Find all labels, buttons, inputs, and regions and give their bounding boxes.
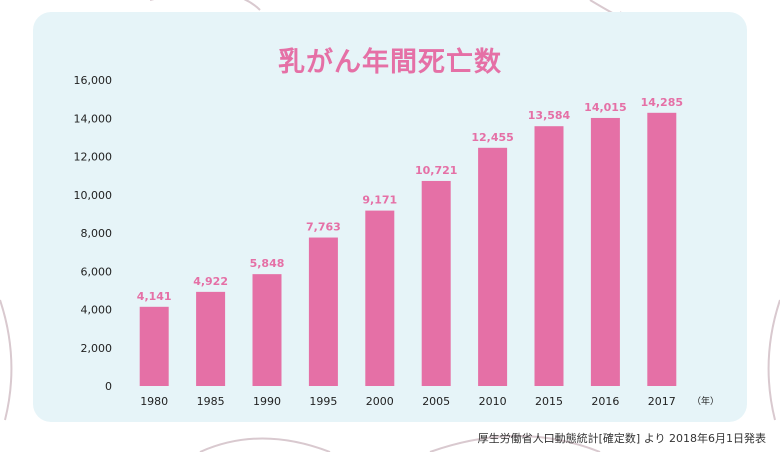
x-tick-label: 1985 (197, 395, 225, 408)
bar-value-label: 4,141 (137, 290, 172, 303)
bar (365, 210, 395, 386)
bar-value-label: 4,922 (193, 275, 228, 288)
x-tick-label: 2016 (591, 395, 619, 408)
bar (590, 117, 620, 386)
bar (478, 147, 508, 386)
bar-value-label: 12,455 (471, 131, 513, 144)
bar (534, 126, 564, 387)
bar-value-label: 5,848 (250, 257, 285, 270)
bar (421, 180, 451, 386)
bar-value-label: 10,721 (415, 164, 457, 177)
x-tick-label: 2005 (422, 395, 450, 408)
x-tick-label: 2010 (479, 395, 507, 408)
y-tick-label: 16,000 (74, 74, 113, 87)
y-tick-label: 8,000 (81, 227, 113, 240)
y-tick-label: 10,000 (74, 189, 113, 202)
x-unit-label: （年） (692, 395, 719, 407)
x-tick-label: 2015 (535, 395, 563, 408)
x-tick-label: 1995 (309, 395, 337, 408)
y-tick-label: 14,000 (74, 112, 113, 125)
x-tick-label: 2017 (648, 395, 676, 408)
y-tick-label: 4,000 (81, 304, 113, 317)
chart-title: 乳がん年間死亡数 (278, 47, 502, 78)
bar-value-label: 7,763 (306, 221, 341, 234)
x-tick-label: 2000 (366, 395, 394, 408)
x-tick-label: 1980 (140, 395, 168, 408)
bar-value-label: 13,584 (528, 109, 571, 122)
y-tick-label: 0 (105, 380, 112, 393)
source-note: 厚生労働省人口動態統計[確定数] より 2018年6月1日発表 (477, 432, 766, 445)
bar (139, 306, 169, 386)
y-tick-label: 2,000 (81, 342, 113, 355)
bar (308, 237, 338, 386)
bar (647, 112, 677, 386)
x-tick-label: 1990 (253, 395, 281, 408)
bar-value-label: 9,171 (362, 194, 397, 207)
bar (196, 291, 226, 386)
y-tick-label: 6,000 (81, 265, 113, 278)
y-tick-label: 12,000 (74, 151, 113, 164)
bar-value-label: 14,285 (641, 96, 683, 109)
bar-value-label: 14,015 (584, 101, 626, 114)
bar (252, 274, 282, 386)
